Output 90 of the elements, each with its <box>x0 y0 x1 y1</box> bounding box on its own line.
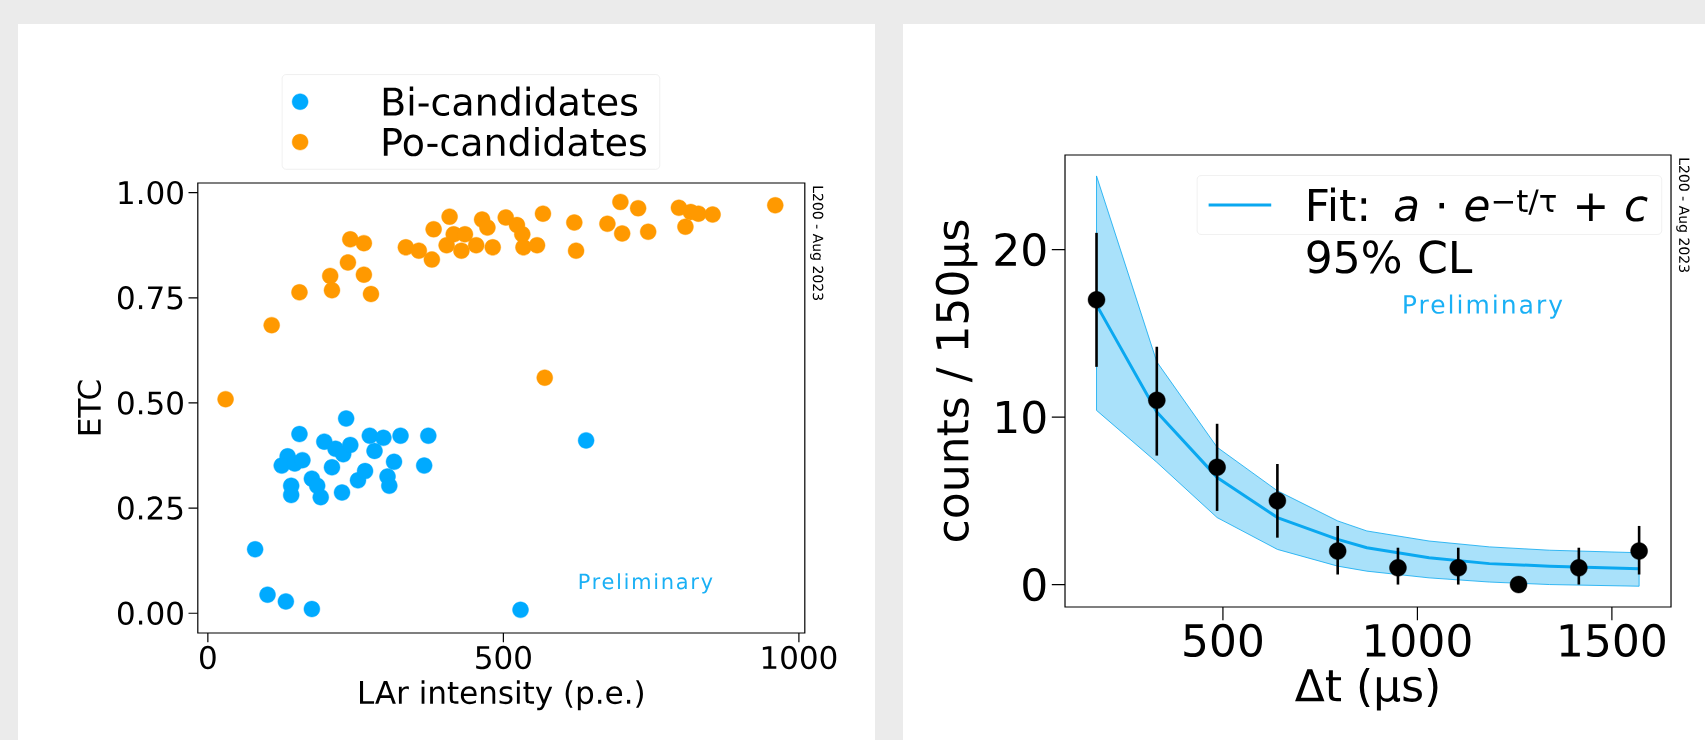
point <box>484 239 501 256</box>
point <box>303 600 321 618</box>
point <box>420 427 437 444</box>
point <box>415 457 433 474</box>
x-tick-label: 1500 <box>1560 623 1665 658</box>
point <box>704 206 721 223</box>
point <box>629 200 647 217</box>
text: L200 - Aug 2023 <box>810 186 824 300</box>
point <box>690 205 707 222</box>
point <box>392 427 409 444</box>
point <box>333 484 351 501</box>
point <box>423 251 441 268</box>
point <box>1509 575 1528 594</box>
legend-label: Bi-candidates <box>383 86 638 116</box>
point <box>342 436 359 454</box>
point <box>355 234 373 252</box>
point <box>294 451 311 469</box>
point <box>246 541 264 558</box>
y-tick-label: 20 <box>995 232 1046 267</box>
point <box>528 237 546 254</box>
point <box>534 205 552 222</box>
point <box>1208 458 1226 477</box>
point <box>467 237 485 254</box>
x-tick-label: 1000 <box>762 645 837 670</box>
point <box>323 459 341 476</box>
point <box>577 432 595 449</box>
point <box>453 242 470 259</box>
point <box>355 266 373 283</box>
text: L200 - Aug 2023 <box>1676 158 1690 272</box>
y-tick-label: 10 <box>997 400 1046 434</box>
point <box>1389 559 1407 577</box>
point <box>385 453 403 471</box>
point <box>375 429 392 447</box>
x-tick-label: 500 <box>1184 623 1262 658</box>
point <box>1148 391 1166 410</box>
legend-label: Po-candidates <box>383 126 646 157</box>
point <box>1570 559 1588 577</box>
point <box>515 239 532 256</box>
point <box>217 390 234 408</box>
point <box>536 369 553 386</box>
text: Fit: a · e$^{−t/τ}$ + c 95% CL <box>1307 187 1648 274</box>
point <box>441 208 458 225</box>
point <box>410 242 428 259</box>
point <box>425 221 442 238</box>
point <box>322 267 339 285</box>
point <box>339 254 357 271</box>
point <box>566 214 583 231</box>
point <box>342 231 359 248</box>
point <box>366 442 383 460</box>
point <box>613 225 631 242</box>
point <box>567 242 585 259</box>
y-tick-label: 0.00 <box>117 601 183 625</box>
point <box>512 601 529 619</box>
point <box>1087 291 1106 309</box>
point <box>599 215 616 232</box>
point <box>479 219 496 236</box>
point <box>677 218 694 235</box>
point <box>309 477 326 494</box>
point <box>639 223 657 240</box>
point <box>356 462 374 480</box>
annotation: Preliminary <box>1404 294 1563 319</box>
x-axis-title: Δt (µs) <box>1295 667 1438 711</box>
y-tick-label: 0.75 <box>117 286 183 310</box>
point <box>381 477 398 494</box>
point <box>1630 542 1648 560</box>
point <box>497 209 514 226</box>
x-axis-title: LAr intensity (p.e.) <box>360 680 643 711</box>
point <box>291 425 308 443</box>
x-tick-label: 0 <box>200 645 216 670</box>
point <box>1328 542 1347 560</box>
point <box>259 586 276 603</box>
y-axis-title: ETC <box>77 380 102 435</box>
y-tick-label: 0 <box>1023 567 1046 602</box>
point <box>277 593 295 610</box>
y-axis-title: counts / 150µs <box>935 220 978 541</box>
point <box>612 193 629 211</box>
point <box>362 285 380 303</box>
point <box>767 197 784 214</box>
point <box>263 316 280 334</box>
x-tick-label: 500 <box>476 645 531 670</box>
point <box>323 282 341 299</box>
point <box>337 410 355 427</box>
point <box>1268 492 1287 510</box>
y-tick-label: 0.25 <box>117 496 183 520</box>
annotation: Preliminary <box>579 573 713 594</box>
y-tick-label: 1.00 <box>119 180 183 205</box>
point <box>291 284 308 301</box>
point <box>1449 559 1467 577</box>
y-tick-label: 0.50 <box>117 391 183 415</box>
x-tick-label: 1000 <box>1366 623 1471 658</box>
